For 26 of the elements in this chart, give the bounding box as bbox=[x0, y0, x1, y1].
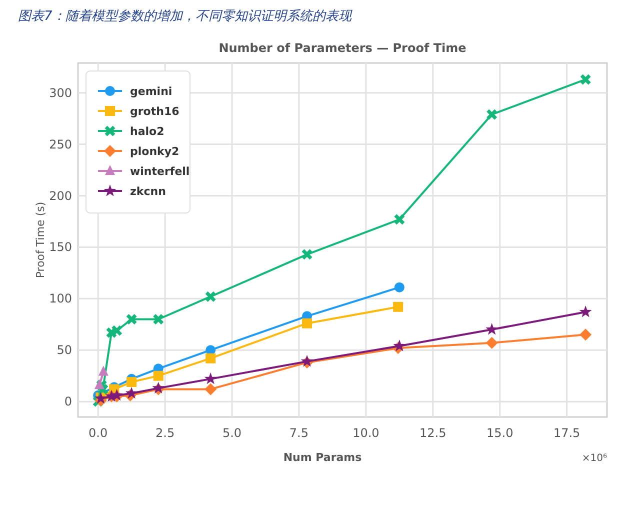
y-tick-label: 100 bbox=[49, 292, 72, 306]
x-tick-label: 5.0 bbox=[222, 426, 242, 440]
x-tick-label: 15.0 bbox=[486, 426, 514, 440]
x-tick-label: 7.5 bbox=[289, 426, 309, 440]
y-tick-label: 250 bbox=[49, 137, 72, 152]
y-tick-label: 200 bbox=[49, 188, 72, 203]
legend-label: zkcnn bbox=[130, 185, 166, 198]
legend-label: groth16 bbox=[130, 105, 180, 118]
y-tick-label: 300 bbox=[49, 86, 72, 100]
x-tick-label: 10.0 bbox=[352, 426, 380, 440]
legend-label: halo2 bbox=[130, 125, 164, 138]
legend-label: gemini bbox=[130, 85, 172, 98]
x-tick-label: 17.5 bbox=[553, 426, 580, 440]
y-axis-title: Proof Time (s) bbox=[34, 202, 47, 278]
x-tick-label: 0.0 bbox=[88, 426, 108, 440]
x-tick-label: 12.5 bbox=[420, 426, 446, 440]
legend-label: winterfell bbox=[130, 165, 190, 178]
text: ×10⁶ bbox=[582, 453, 607, 464]
chart-title: 图表7：随着模型参数的增加，不同零知识证明系统的表现 bbox=[18, 8, 352, 24]
chart-subtitle: Number of Parameters — Proof Time bbox=[218, 41, 466, 55]
legend-label: plonky2 bbox=[130, 145, 180, 158]
y-tick-label: 0 bbox=[64, 394, 72, 409]
x-tick-label: 2.5 bbox=[156, 426, 175, 440]
x-axis-title: Num Params bbox=[283, 451, 362, 464]
y-tick-label: 150 bbox=[49, 240, 72, 254]
y-tick-label: 50 bbox=[56, 343, 72, 358]
